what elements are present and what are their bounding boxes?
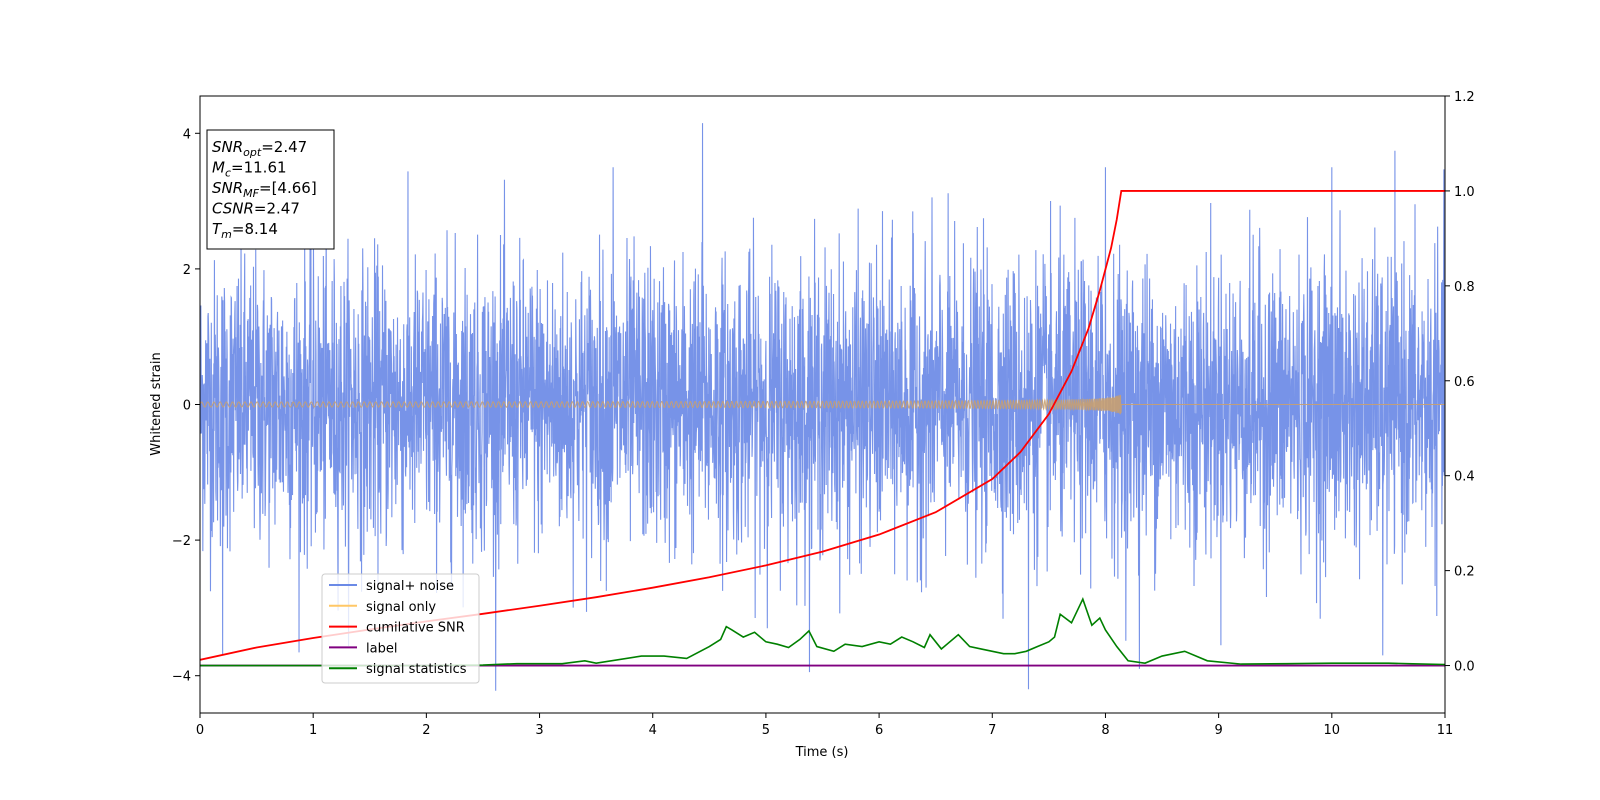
y-left-tick-label: 2 bbox=[183, 263, 191, 278]
annotation-box: SNRopt=2.47Mc=11.61SNRMF=[4.66]CSNR=2.47… bbox=[206, 129, 335, 250]
y-left-tick-label: −4 bbox=[172, 670, 191, 685]
y-right-tick-label: 0.4 bbox=[1454, 470, 1475, 485]
x-axis-label: Time (s) bbox=[795, 745, 849, 760]
annotation-line: Mc=11.61 bbox=[212, 159, 287, 180]
legend-label: signal only bbox=[366, 600, 436, 615]
legend-label: label bbox=[366, 641, 397, 656]
y-axis-label: Whitened strain bbox=[149, 352, 164, 455]
legend-label: cumilative SNR bbox=[366, 621, 465, 636]
annotation-line: Tm=8.14 bbox=[212, 220, 278, 241]
series-signal-statistics-line bbox=[200, 596, 1445, 667]
x-tick-label: 0 bbox=[196, 723, 204, 738]
x-axis: 0 1 2 3 4 5 6 7 8 9 10 11 bbox=[196, 713, 1453, 738]
series-signal-noise-line bbox=[200, 123, 1445, 691]
x-tick-label: 5 bbox=[762, 723, 770, 738]
y-right-tick-label: 1.0 bbox=[1454, 185, 1475, 200]
annotation-line: CSNR=2.47 bbox=[212, 200, 300, 218]
y-axis-right: 0.0 0.2 0.4 0.6 0.8 1.0 1.2 bbox=[1445, 90, 1475, 675]
annotation-line: SNRMF=[4.66] bbox=[212, 179, 317, 200]
y-axis-left: −4 −2 0 2 4 bbox=[172, 127, 200, 685]
y-left-tick-label: 0 bbox=[183, 399, 191, 414]
y-right-tick-label: 0.6 bbox=[1454, 375, 1475, 390]
annotation-box-frame bbox=[206, 129, 335, 250]
legend-label: signal statistics bbox=[366, 662, 467, 677]
x-tick-label: 8 bbox=[1101, 723, 1109, 738]
x-tick-label: 9 bbox=[1214, 723, 1222, 738]
legend: signal+ noise signal only cumilative SNR la… bbox=[321, 573, 480, 684]
annotation-line: SNRopt=2.47 bbox=[212, 138, 307, 159]
x-tick-label: 7 bbox=[988, 723, 996, 738]
series-signal-only-line bbox=[200, 394, 1445, 415]
x-tick-label: 1 bbox=[309, 723, 317, 738]
y-right-tick-label: 0.0 bbox=[1454, 660, 1475, 675]
legend-label: signal+ noise bbox=[366, 579, 454, 594]
y-right-tick-label: 1.2 bbox=[1454, 90, 1475, 105]
y-right-tick-label: 0.8 bbox=[1454, 280, 1475, 295]
x-tick-label: 10 bbox=[1324, 723, 1341, 738]
x-tick-label: 4 bbox=[649, 723, 657, 738]
legend-frame bbox=[321, 573, 480, 684]
x-tick-label: 6 bbox=[875, 723, 883, 738]
x-tick-label: 3 bbox=[535, 723, 543, 738]
y-left-tick-label: 4 bbox=[183, 127, 191, 142]
x-tick-label: 11 bbox=[1437, 723, 1454, 738]
y-left-tick-label: −2 bbox=[172, 534, 191, 549]
y-right-tick-label: 0.2 bbox=[1454, 565, 1475, 580]
x-tick-label: 2 bbox=[422, 723, 430, 738]
